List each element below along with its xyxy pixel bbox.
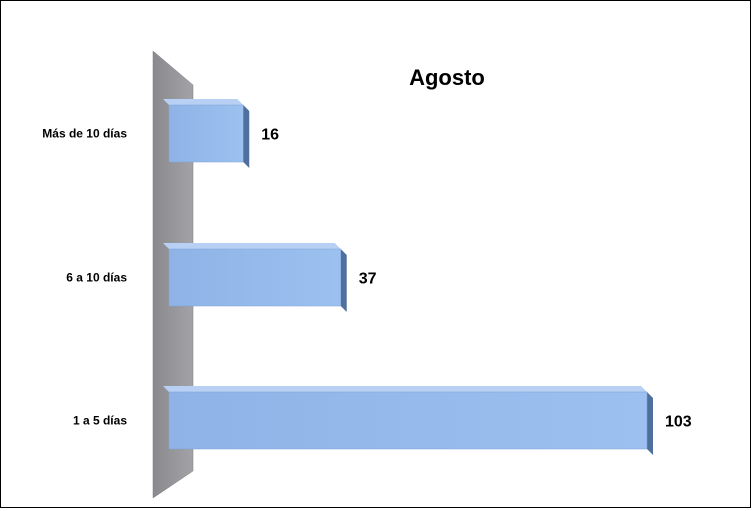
value-label-6-a-10-d-as: 37 (359, 271, 377, 288)
bar-side-6-a-10-d-as (340, 249, 347, 312)
category-label-1-a-5-d-as: 1 a 5 días (73, 414, 127, 428)
bar-top-1-a-5-d-as (163, 386, 647, 392)
value-label-1-a-5-d-as: 103 (665, 414, 692, 431)
value-label-m-s-de-10-d-as: 16 (261, 127, 279, 144)
bar-m-s-de-10-d-as (168, 104, 244, 163)
bar-top-m-s-de-10-d-as (163, 99, 244, 105)
bar-1-a-5-d-as (168, 391, 648, 450)
bar-side-1-a-5-d-as (647, 392, 653, 455)
bar-6-a-10-d-as (168, 248, 341, 307)
chart-title: Agosto (409, 65, 485, 90)
bar-side-m-s-de-10-d-as (243, 105, 250, 168)
category-label-m-s-de-10-d-as: Más de 10 días (42, 127, 127, 141)
category-label-6-a-10-d-as: 6 a 10 días (66, 271, 127, 285)
bar-top-6-a-10-d-as (163, 243, 341, 249)
